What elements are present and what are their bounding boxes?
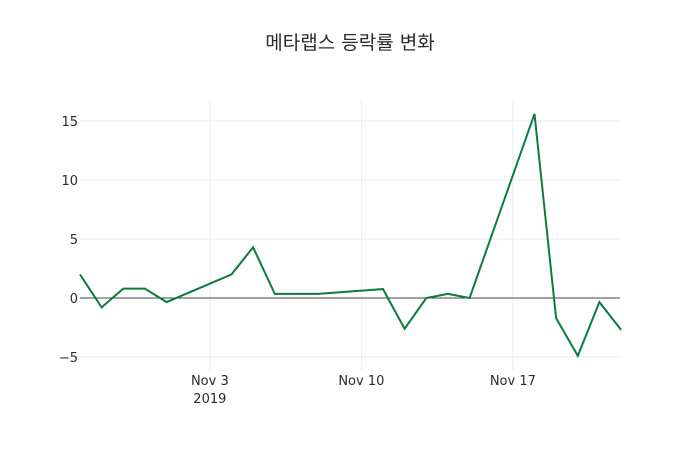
y-tick-label: −5 <box>59 351 78 366</box>
y-tick-label: 5 <box>70 233 78 248</box>
y-axis-ticks: 15 10 5 0 −5 <box>59 115 78 366</box>
x-tick-label: Nov 10 <box>338 374 384 389</box>
y-tick-label: 10 <box>61 174 78 189</box>
y-tick-label: 0 <box>70 292 78 307</box>
y-tick-label: 15 <box>61 115 78 130</box>
x-tick-label: Nov 17 <box>490 374 536 389</box>
x-tick-label: 2019 <box>193 392 226 407</box>
chart-title: 메타랩스 등락률 변화 <box>265 32 434 54</box>
series-line <box>79 113 622 359</box>
x-axis-ticks: Nov 3 2019 Nov 10 Nov 17 <box>191 374 536 407</box>
gridlines <box>80 100 620 370</box>
x-tick-label: Nov 3 <box>191 374 229 389</box>
